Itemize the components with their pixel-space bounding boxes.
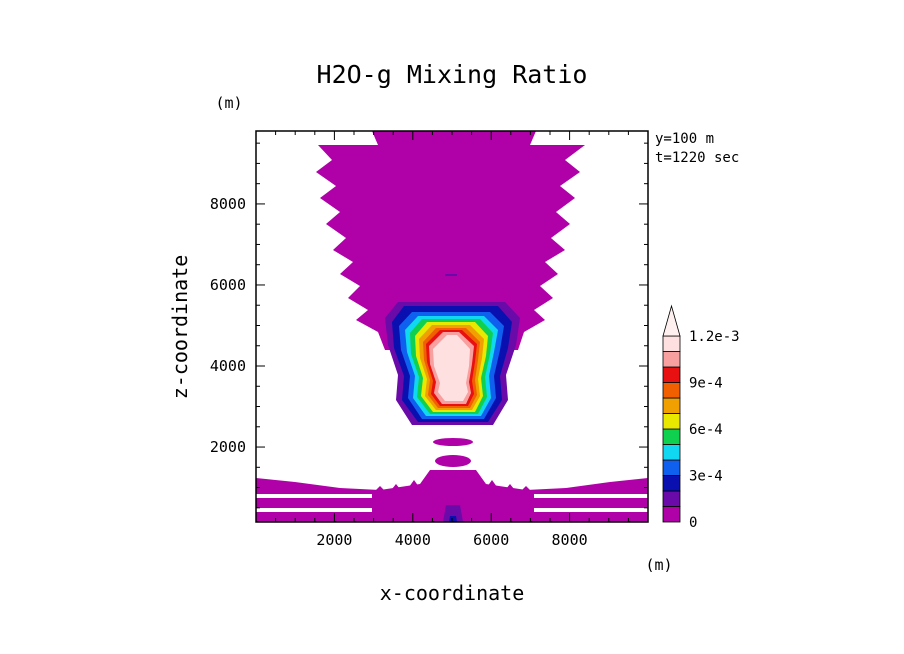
colorbar-swatch <box>662 366 681 383</box>
colorbar-swatch <box>662 351 681 368</box>
colorbar-label: 1.2e-3 <box>689 329 740 345</box>
x-unit-label: (m) <box>645 556 672 574</box>
anvil-band <box>445 274 457 276</box>
x-axis-label: x-coordinate <box>380 581 525 605</box>
anvil-top <box>372 131 536 145</box>
chart-title: H2O-g Mixing Ratio <box>317 60 588 89</box>
x-tick-label: 6000 <box>473 531 509 549</box>
colorbar-swatch <box>662 382 681 399</box>
colorbar-label: 6e-4 <box>689 422 723 438</box>
colorbar-swatch <box>662 475 681 492</box>
y-tick-label: 4000 <box>210 357 246 375</box>
boundary-layer-1 <box>256 470 648 494</box>
y-ticks: 2000 4000 6000 8000 <box>210 142 648 509</box>
contour-field <box>256 131 648 522</box>
colorbar-swatch <box>662 490 681 507</box>
y-tick-label: 2000 <box>210 438 246 456</box>
x-tick-label: 8000 <box>552 531 588 549</box>
x-tick-label: 4000 <box>395 531 431 549</box>
anvil-region <box>316 145 585 350</box>
colorbar-swatch <box>662 335 681 352</box>
y-axis-label: z-coordinate <box>168 255 192 400</box>
surface-core <box>443 505 463 522</box>
x-ticks: 2000 4000 6000 8000 <box>275 131 629 549</box>
core-level-11 <box>433 335 470 401</box>
colorbar-swatch <box>662 459 681 476</box>
y-tick-label: 8000 <box>210 195 246 213</box>
y-tick-label: 6000 <box>210 276 246 294</box>
colorbar-swatch <box>662 413 681 430</box>
blob-1 <box>433 438 473 446</box>
colorbar-swatch <box>662 506 681 523</box>
colorbar-swatch <box>662 397 681 414</box>
x-tick-label: 2000 <box>316 531 352 549</box>
colorbar-label: 0 <box>689 515 697 531</box>
colorbar-label: 9e-4 <box>689 376 723 392</box>
annotation-t: t=1220 sec <box>655 150 739 166</box>
colorbar-extend-arrow <box>662 304 681 337</box>
colorbar-label: 3e-4 <box>689 469 723 485</box>
y-unit-label: (m) <box>215 94 242 112</box>
plumes <box>372 476 534 522</box>
colorbar-swatch <box>662 428 681 445</box>
surface-core-2 <box>449 516 457 522</box>
blob-2 <box>435 455 471 467</box>
colorbar: 0 3e-4 6e-4 9e-4 1.2e-3 <box>662 304 740 531</box>
colorbar-swatch <box>662 444 681 461</box>
annotation-y: y=100 m <box>655 131 714 147</box>
